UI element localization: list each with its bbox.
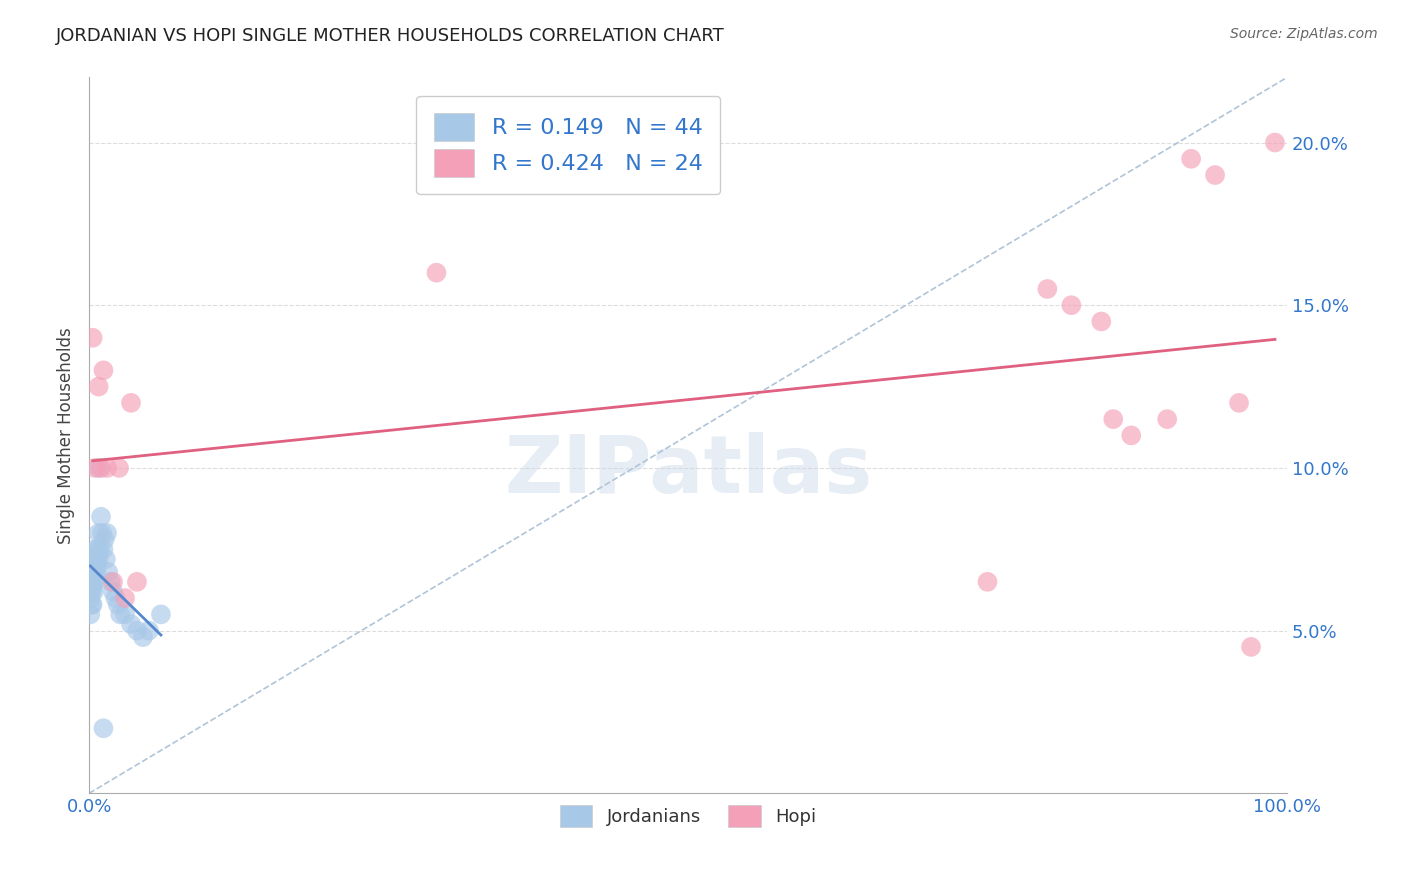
Point bbox=[101, 574, 124, 589]
Point bbox=[114, 607, 136, 622]
Point bbox=[132, 630, 155, 644]
Point bbox=[82, 598, 104, 612]
Point bbox=[101, 584, 124, 599]
Point bbox=[1264, 136, 1286, 150]
Point bbox=[82, 582, 104, 596]
Point bbox=[84, 552, 107, 566]
Point bbox=[125, 574, 148, 589]
Point bbox=[1060, 298, 1083, 312]
Point bbox=[82, 574, 104, 589]
Point bbox=[110, 607, 132, 622]
Point bbox=[87, 526, 110, 541]
Point bbox=[93, 721, 115, 735]
Point bbox=[84, 574, 107, 589]
Point bbox=[1204, 168, 1226, 182]
Text: ZIPatlas: ZIPatlas bbox=[503, 433, 872, 510]
Point bbox=[1240, 640, 1263, 654]
Point bbox=[90, 509, 112, 524]
Point bbox=[80, 565, 103, 579]
Point bbox=[83, 584, 105, 599]
Point bbox=[125, 624, 148, 638]
Y-axis label: Single Mother Households: Single Mother Households bbox=[58, 327, 75, 544]
Point bbox=[1121, 428, 1143, 442]
Point bbox=[87, 552, 110, 566]
Point bbox=[108, 461, 131, 475]
Point bbox=[425, 266, 447, 280]
Text: JORDANIAN VS HOPI SINGLE MOTHER HOUSEHOLDS CORRELATION CHART: JORDANIAN VS HOPI SINGLE MOTHER HOUSEHOL… bbox=[56, 27, 725, 45]
Point bbox=[96, 526, 118, 541]
Point bbox=[84, 461, 107, 475]
Point bbox=[114, 591, 136, 606]
Point bbox=[1102, 412, 1125, 426]
Point bbox=[1227, 396, 1250, 410]
Point bbox=[80, 598, 103, 612]
Point bbox=[94, 552, 117, 566]
Point bbox=[82, 558, 104, 573]
Point bbox=[83, 565, 105, 579]
Point bbox=[90, 461, 112, 475]
Point bbox=[1156, 412, 1178, 426]
Point bbox=[86, 558, 108, 573]
Point bbox=[149, 607, 172, 622]
Point bbox=[79, 607, 101, 622]
Point bbox=[80, 584, 103, 599]
Legend: Jordanians, Hopi: Jordanians, Hopi bbox=[553, 798, 824, 834]
Point bbox=[86, 542, 108, 557]
Point bbox=[79, 591, 101, 606]
Point bbox=[138, 624, 160, 638]
Point bbox=[1180, 152, 1202, 166]
Point bbox=[93, 533, 115, 547]
Text: Source: ZipAtlas.com: Source: ZipAtlas.com bbox=[1230, 27, 1378, 41]
Point bbox=[97, 565, 120, 579]
Point bbox=[87, 461, 110, 475]
Point bbox=[1090, 314, 1112, 328]
Point bbox=[83, 552, 105, 566]
Point bbox=[120, 396, 142, 410]
Point bbox=[107, 598, 129, 612]
Point bbox=[84, 542, 107, 557]
Point bbox=[84, 558, 107, 573]
Point bbox=[96, 461, 118, 475]
Point bbox=[84, 565, 107, 579]
Point bbox=[89, 542, 111, 557]
Point bbox=[120, 617, 142, 632]
Point bbox=[104, 591, 127, 606]
Point bbox=[976, 574, 998, 589]
Point bbox=[100, 574, 122, 589]
Point bbox=[82, 331, 104, 345]
Point bbox=[1036, 282, 1059, 296]
Point bbox=[87, 379, 110, 393]
Point bbox=[93, 363, 115, 377]
Point bbox=[93, 542, 115, 557]
Point bbox=[80, 574, 103, 589]
Point bbox=[91, 526, 114, 541]
Point bbox=[79, 574, 101, 589]
